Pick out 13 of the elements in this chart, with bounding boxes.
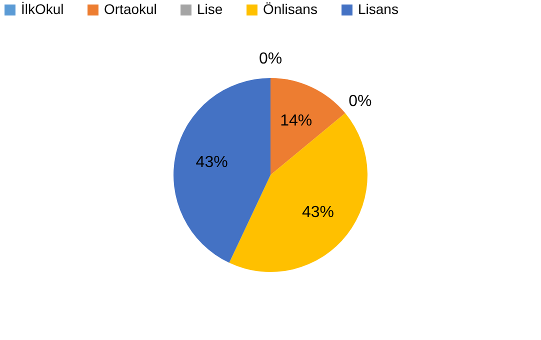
data-label: 43% (196, 154, 228, 171)
data-label: 43% (302, 204, 334, 221)
legend-label: İlkOkul (21, 1, 64, 17)
legend-label: Lise (197, 1, 223, 17)
data-label: 14% (280, 112, 312, 130)
text: 0% (348, 92, 372, 110)
legend-label: Ortaokul (104, 1, 157, 17)
legend-label: Lisans (358, 1, 398, 17)
pie-slice (229, 113, 368, 272)
text: 0% (258, 50, 282, 68)
legend-label: Önlisans (263, 1, 318, 17)
pie-slice (270, 78, 346, 175)
pie-slice (174, 78, 270, 263)
